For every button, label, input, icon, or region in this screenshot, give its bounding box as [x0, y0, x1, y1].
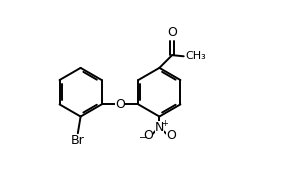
Text: N: N [155, 121, 164, 134]
Text: O: O [143, 129, 153, 142]
Text: Br: Br [71, 134, 85, 147]
Text: O: O [115, 98, 125, 111]
Text: +: + [161, 119, 168, 128]
Text: O: O [166, 129, 176, 142]
Text: −: − [139, 133, 147, 143]
Text: CH₃: CH₃ [185, 51, 206, 61]
Text: O: O [167, 26, 177, 39]
